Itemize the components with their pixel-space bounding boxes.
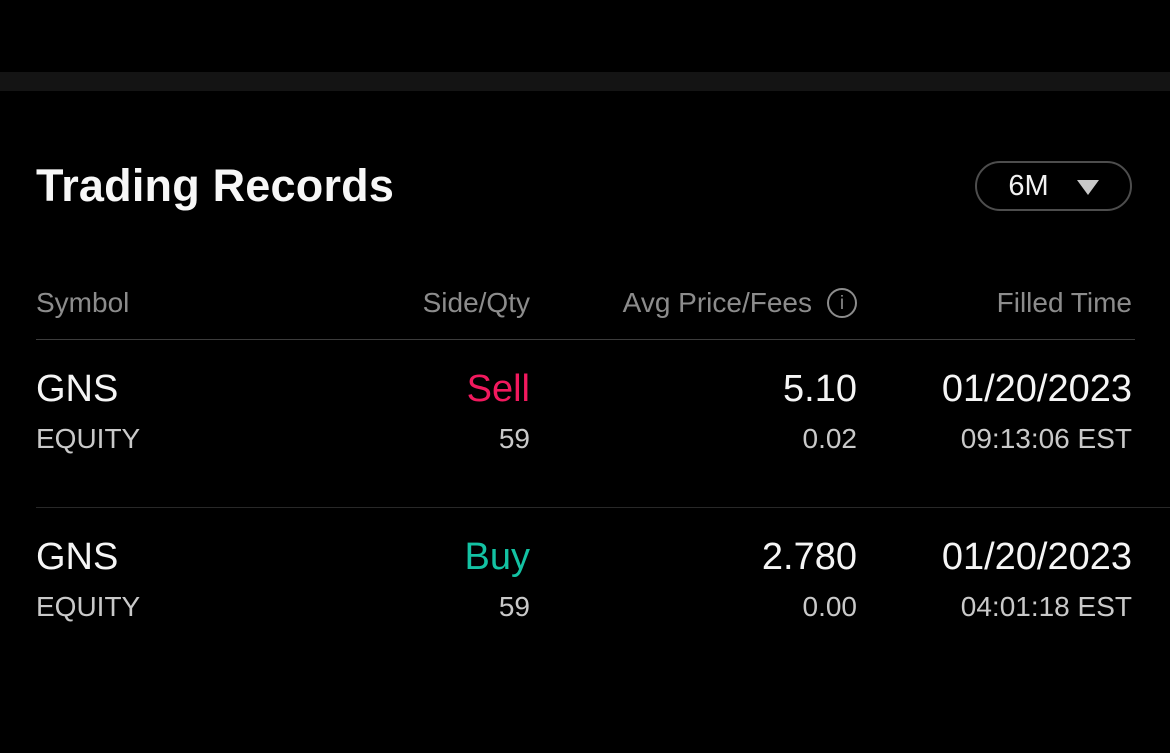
filled-date-text: 01/20/2023	[941, 536, 1132, 578]
filled-time-text: 09:13:06 EST	[960, 422, 1132, 454]
chevron-down-icon	[1076, 179, 1099, 195]
period-selector-button[interactable]: 6M	[975, 161, 1132, 211]
asset-type-text: EQUITY	[36, 422, 141, 454]
fees-text: 0.02	[802, 422, 858, 454]
table-row[interactable]: GNS EQUITY Buy 59 2.780 0.00 01/20/2023 …	[36, 508, 1132, 676]
symbol-text: GNS	[36, 536, 119, 578]
cell-symbol: GNS EQUITY	[36, 508, 226, 676]
column-header-filled-time: Filled Time	[996, 287, 1132, 319]
header-divider	[36, 339, 1135, 340]
row-divider	[36, 507, 1170, 508]
cell-symbol: GNS EQUITY	[36, 340, 226, 508]
avg-price-text: 5.10	[783, 368, 857, 410]
cell-avg-price-fees: 5.10 0.02	[530, 340, 857, 508]
column-header-avg-price-fees-label: Avg Price/Fees	[622, 287, 812, 319]
column-header-side-qty: Side/Qty	[422, 287, 530, 319]
symbol-text: GNS	[36, 368, 119, 410]
column-header-symbol: Symbol	[36, 287, 130, 319]
period-selector-value: 6M	[1008, 169, 1049, 202]
side-text: Buy	[464, 536, 530, 578]
page-title: Trading Records	[36, 160, 395, 211]
table-header-row: Symbol Side/Qty Avg Price/Fees i Filled …	[36, 283, 1132, 323]
side-text: Sell	[466, 368, 530, 410]
filled-time-text: 04:01:18 EST	[960, 590, 1132, 622]
fees-text: 0.00	[802, 590, 858, 622]
panel-header: Trading Records 6M	[36, 160, 1132, 212]
panel-gap-divider	[0, 72, 1170, 91]
info-icon[interactable]: i	[827, 288, 857, 318]
cell-filled-time: 01/20/2023 04:01:18 EST	[857, 508, 1132, 676]
qty-text: 59	[498, 422, 530, 454]
cell-side-qty: Sell 59	[226, 340, 530, 508]
filled-date-text: 01/20/2023	[941, 368, 1132, 410]
avg-price-text: 2.780	[761, 536, 857, 578]
cell-filled-time: 01/20/2023 09:13:06 EST	[857, 340, 1132, 508]
cell-avg-price-fees: 2.780 0.00	[530, 508, 857, 676]
column-header-avg-price-fees: Avg Price/Fees i	[530, 286, 857, 320]
table-row[interactable]: GNS EQUITY Sell 59 5.10 0.02 01/20/2023 …	[36, 340, 1132, 508]
qty-text: 59	[498, 590, 530, 622]
cell-side-qty: Buy 59	[226, 508, 530, 676]
asset-type-text: EQUITY	[36, 590, 141, 622]
